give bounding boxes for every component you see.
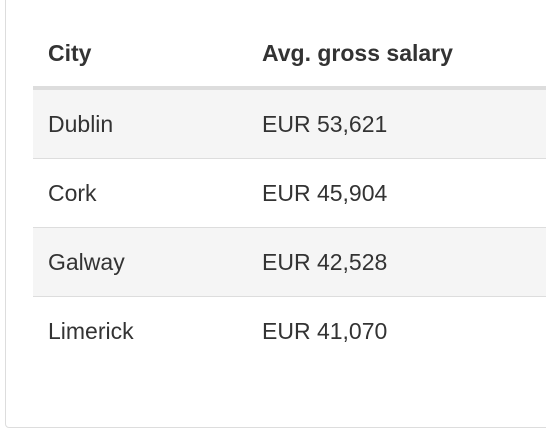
header-cell: City [33, 20, 247, 90]
table-header: City Avg. gross salary [33, 20, 546, 90]
city-cell: Cork [33, 158, 247, 228]
salary-cell: EUR 45,904 [247, 158, 546, 228]
salary-cell: EUR 41,070 [262, 317, 388, 344]
salary-cell: EUR 53,621 [247, 88, 546, 159]
table-row: Cork EUR 45,904 [33, 158, 546, 228]
salary-cell: EUR 42,528 [247, 227, 546, 297]
city-cell: Dublin [33, 88, 247, 159]
header-row: City Avg. gross salary [33, 20, 546, 90]
table-row: Limerick EUR 41,070 [33, 297, 546, 366]
header-cell: Avg. gross salary [247, 20, 546, 90]
table-body: Dublin EUR 53,621 Cork EUR 45,904 Galway EUR … [33, 88, 546, 365]
city-cell: Limerick [48, 317, 134, 344]
table-row: Dublin EUR 53,621 [33, 88, 546, 159]
table-row: Galway EUR 42,528 [33, 227, 546, 297]
city-cell: Galway [33, 227, 247, 297]
salary-table: City Avg. gross salary Dublin EUR 53,621 C… [33, 20, 546, 365]
